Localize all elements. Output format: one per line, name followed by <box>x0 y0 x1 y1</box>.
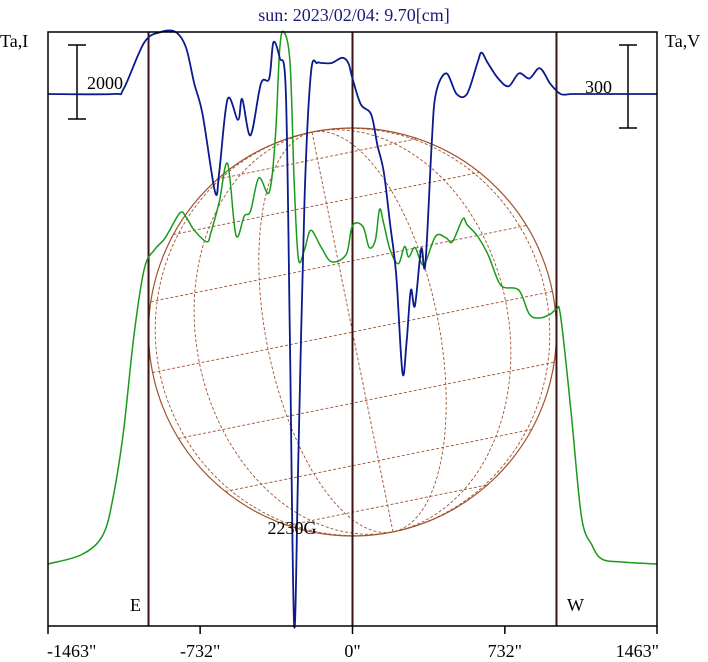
x-tick-label: 0" <box>344 641 360 661</box>
x-tick-label: 1463" <box>616 641 659 661</box>
left-scale-bar-label: 2000 <box>87 73 123 93</box>
left-axis-label: Ta,I <box>0 31 28 51</box>
solar-parallel-line <box>150 225 527 303</box>
right-scale-bar-label: 300 <box>585 77 612 97</box>
series-stokes-v-line <box>47 29 657 629</box>
left-scale-bar <box>68 44 86 120</box>
right-scale-bar <box>619 44 637 129</box>
solar-meridian-line <box>311 132 394 532</box>
solar-meridian-line <box>311 127 551 533</box>
reference-lines <box>147 32 558 626</box>
solar-parallel-line <box>178 361 555 439</box>
west-label: W <box>567 595 584 615</box>
x-tick-label: -732" <box>180 641 220 661</box>
peak-field-annotation: 2230G <box>268 518 317 538</box>
x-axis-ticks: -1463" -732" 0" 732" 1463" <box>47 626 659 661</box>
chart-title: sun: 2023/02/04: 9.70[cm] <box>258 5 450 25</box>
solar-meridian-line <box>311 130 447 533</box>
x-tick-label: 732" <box>488 641 522 661</box>
solar-parallel-line <box>152 291 553 373</box>
east-label: E <box>130 595 141 615</box>
x-tick-label: -1463" <box>47 641 96 661</box>
right-axis-label: Ta,V <box>665 31 700 51</box>
solar-meridian-line <box>258 131 394 534</box>
solar-meridian-line <box>154 131 394 537</box>
series-stokes-i-line <box>47 30 658 565</box>
